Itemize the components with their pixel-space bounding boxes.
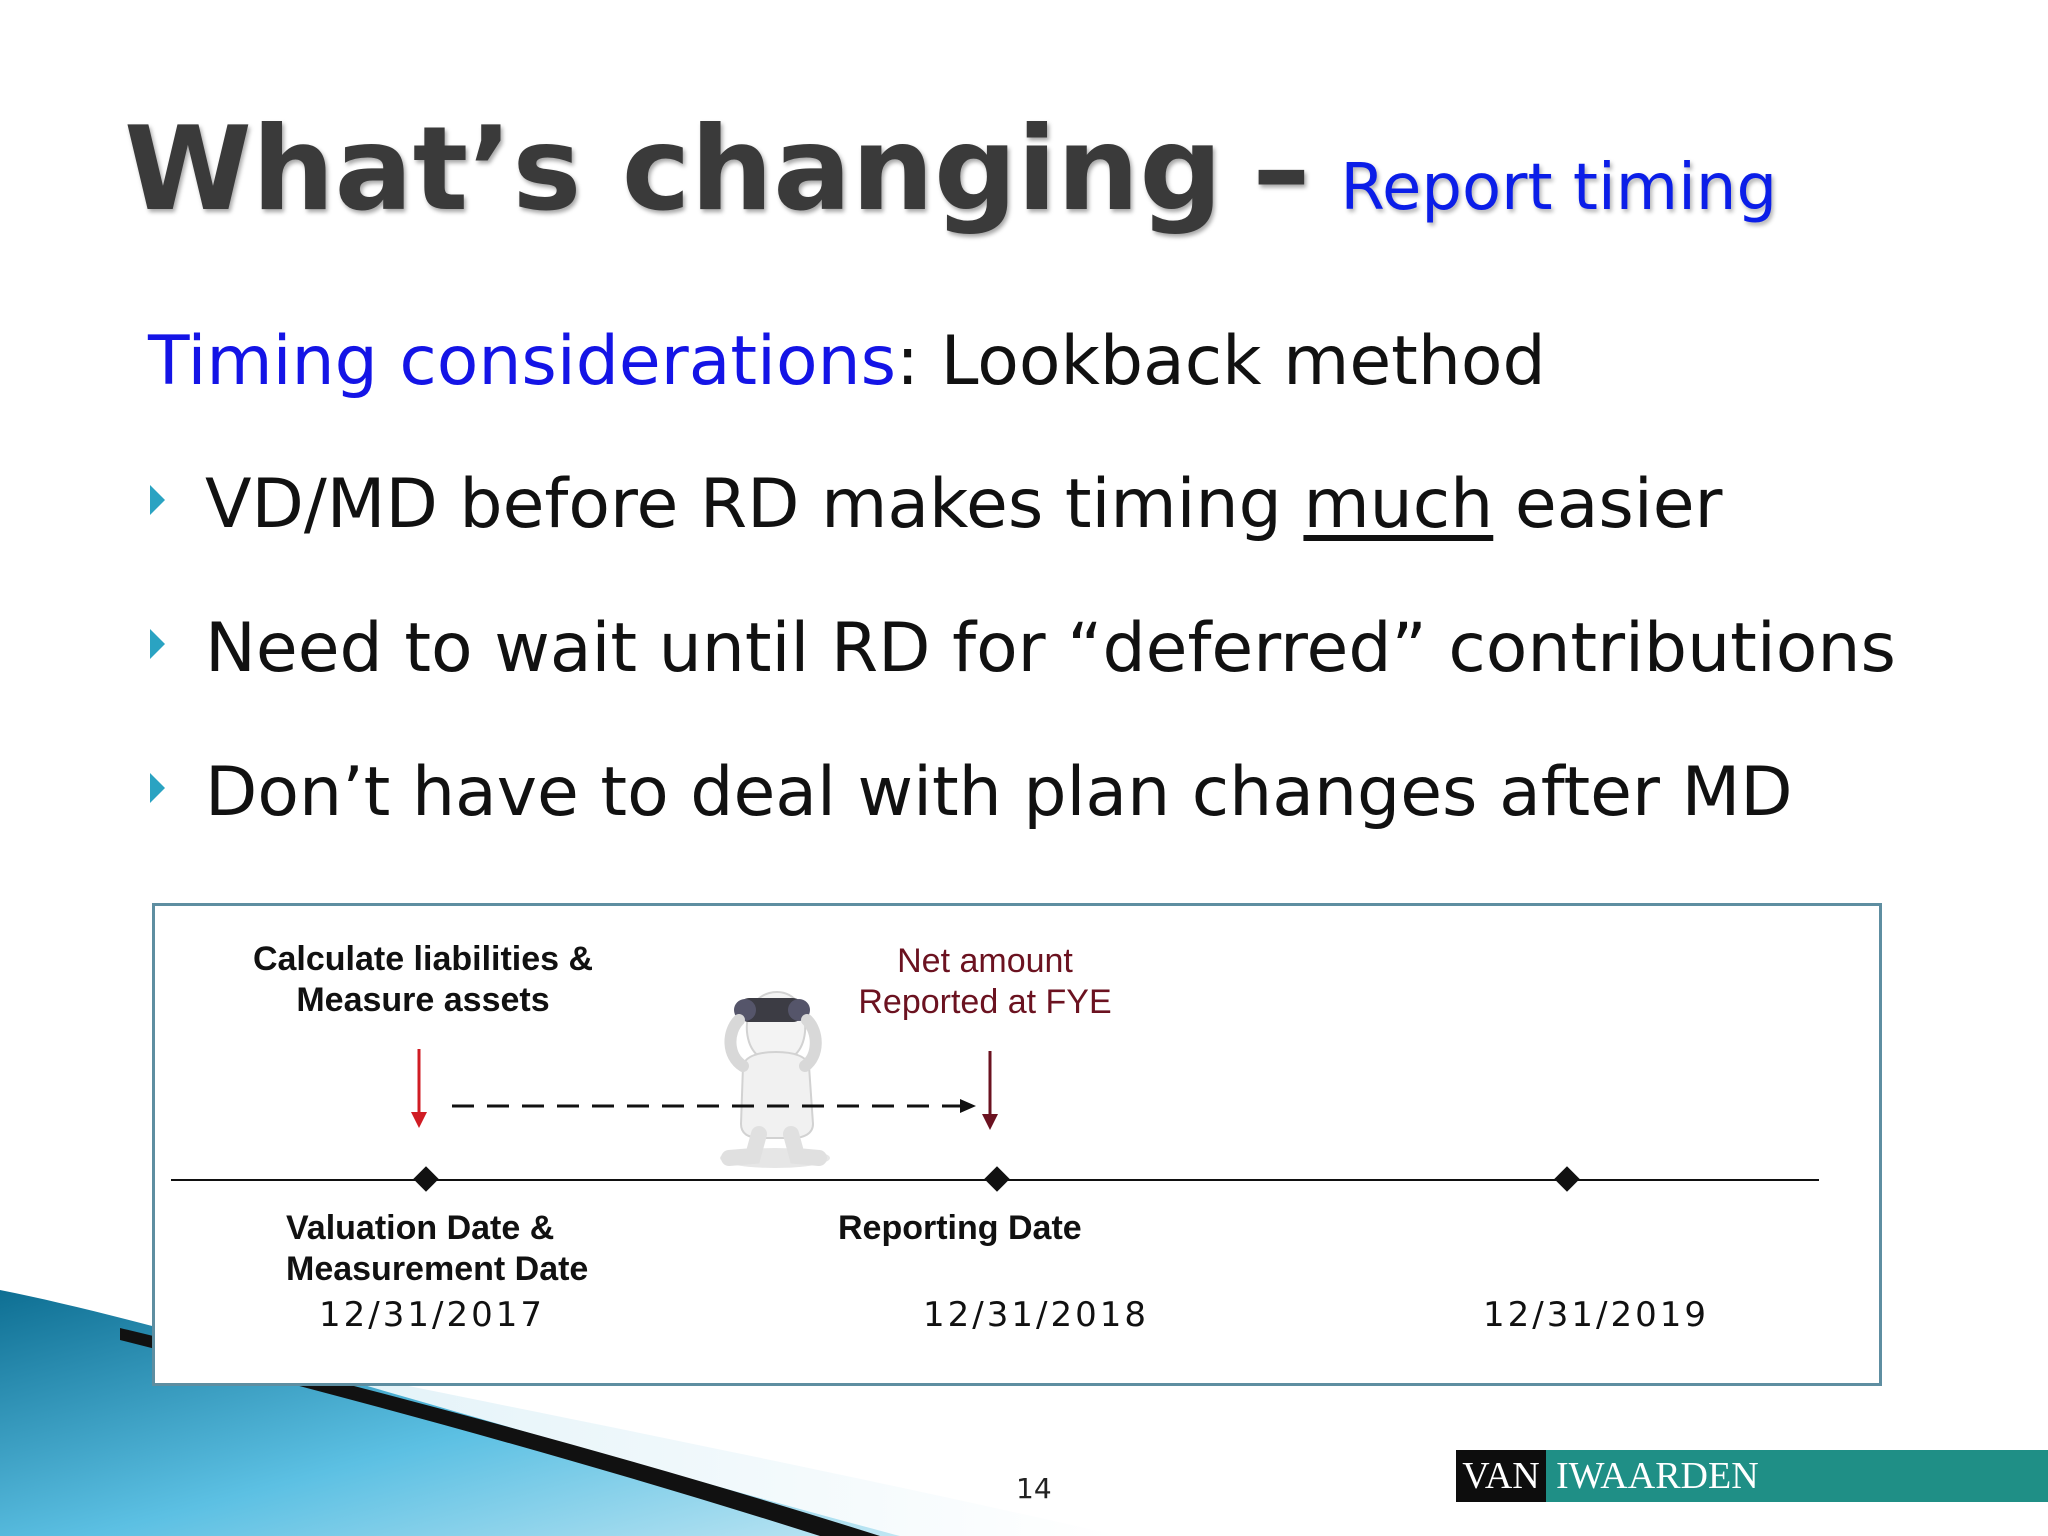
title-main: What’s changing xyxy=(124,102,1223,237)
bullet-arrow-icon xyxy=(150,773,165,804)
page-number: 14 xyxy=(1016,1472,1052,1505)
measure-arrow-head xyxy=(411,1112,427,1128)
person-with-binoculars-icon xyxy=(720,990,830,1168)
calculate-liabilities-label: Calculate liabilities & Measure assets xyxy=(223,939,623,1021)
report-arrow-head xyxy=(982,1114,998,1130)
subheading-rest: : Lookback method xyxy=(896,322,1546,401)
net-amount-line-2: Reported at FYE xyxy=(858,983,1112,1021)
timeline-diagram: Calculate liabilities & Measure assets N… xyxy=(152,903,1882,1386)
bullet-2-text: Need to wait until RD for “deferred” con… xyxy=(205,609,1896,688)
milestone-marker-2018 xyxy=(984,1166,1010,1192)
timing-subheading: Timing considerations: Lookback method xyxy=(148,322,1546,401)
reporting-date-label: Reporting Date xyxy=(838,1208,1082,1249)
logo-name: IWAARDEN xyxy=(1556,1455,1759,1497)
valuation-date-line-1: Valuation Date & xyxy=(286,1209,555,1247)
valuation-date-line-2: Measurement Date xyxy=(286,1250,589,1288)
bullet-arrow-icon xyxy=(150,485,165,516)
bullet-3: Don’t have to deal with plan changes aft… xyxy=(150,753,1793,832)
bullet-1-before: VD/MD before RD makes timing xyxy=(205,465,1304,544)
timeline-graphics xyxy=(171,990,1819,1192)
net-amount-line-1: Net amount xyxy=(897,942,1073,980)
calculate-liabilities-line-1: Calculate liabilities & xyxy=(252,940,594,978)
reporting-date-line-1: Reporting Date xyxy=(838,1209,1082,1247)
lookback-dashed-arrowhead xyxy=(960,1099,976,1113)
calculate-liabilities-line-2: Measure assets xyxy=(296,981,550,1019)
net-amount-label: Net amount Reported at FYE xyxy=(835,941,1135,1023)
bullet-1-emphasis: much xyxy=(1303,465,1494,544)
title-separator: – xyxy=(1252,102,1311,237)
bullet-2: Need to wait until RD for “deferred” con… xyxy=(150,609,1896,688)
subheading-highlight: Timing considerations xyxy=(148,322,897,401)
date-2019: 12/31/2019 xyxy=(1483,1295,1709,1335)
milestone-marker-2019 xyxy=(1554,1166,1580,1192)
company-logo: VAN IWAARDEN xyxy=(1456,1450,2048,1502)
title-subtitle: Report timing xyxy=(1340,151,1778,225)
date-2018: 12/31/2018 xyxy=(923,1295,1149,1335)
milestone-marker-2017 xyxy=(413,1166,439,1192)
date-2017: 12/31/2017 xyxy=(319,1295,545,1335)
valuation-date-label: Valuation Date & Measurement Date xyxy=(286,1208,588,1290)
bullet-1: VD/MD before RD makes timing much easier xyxy=(150,465,1723,544)
bullet-arrow-icon xyxy=(150,629,165,660)
slide-title: What’s changing – Report timing xyxy=(124,112,1777,228)
bullet-3-text: Don’t have to deal with plan changes aft… xyxy=(205,753,1793,832)
logo-van-block: VAN xyxy=(1456,1450,1546,1502)
bullet-1-after: easier xyxy=(1493,465,1723,544)
